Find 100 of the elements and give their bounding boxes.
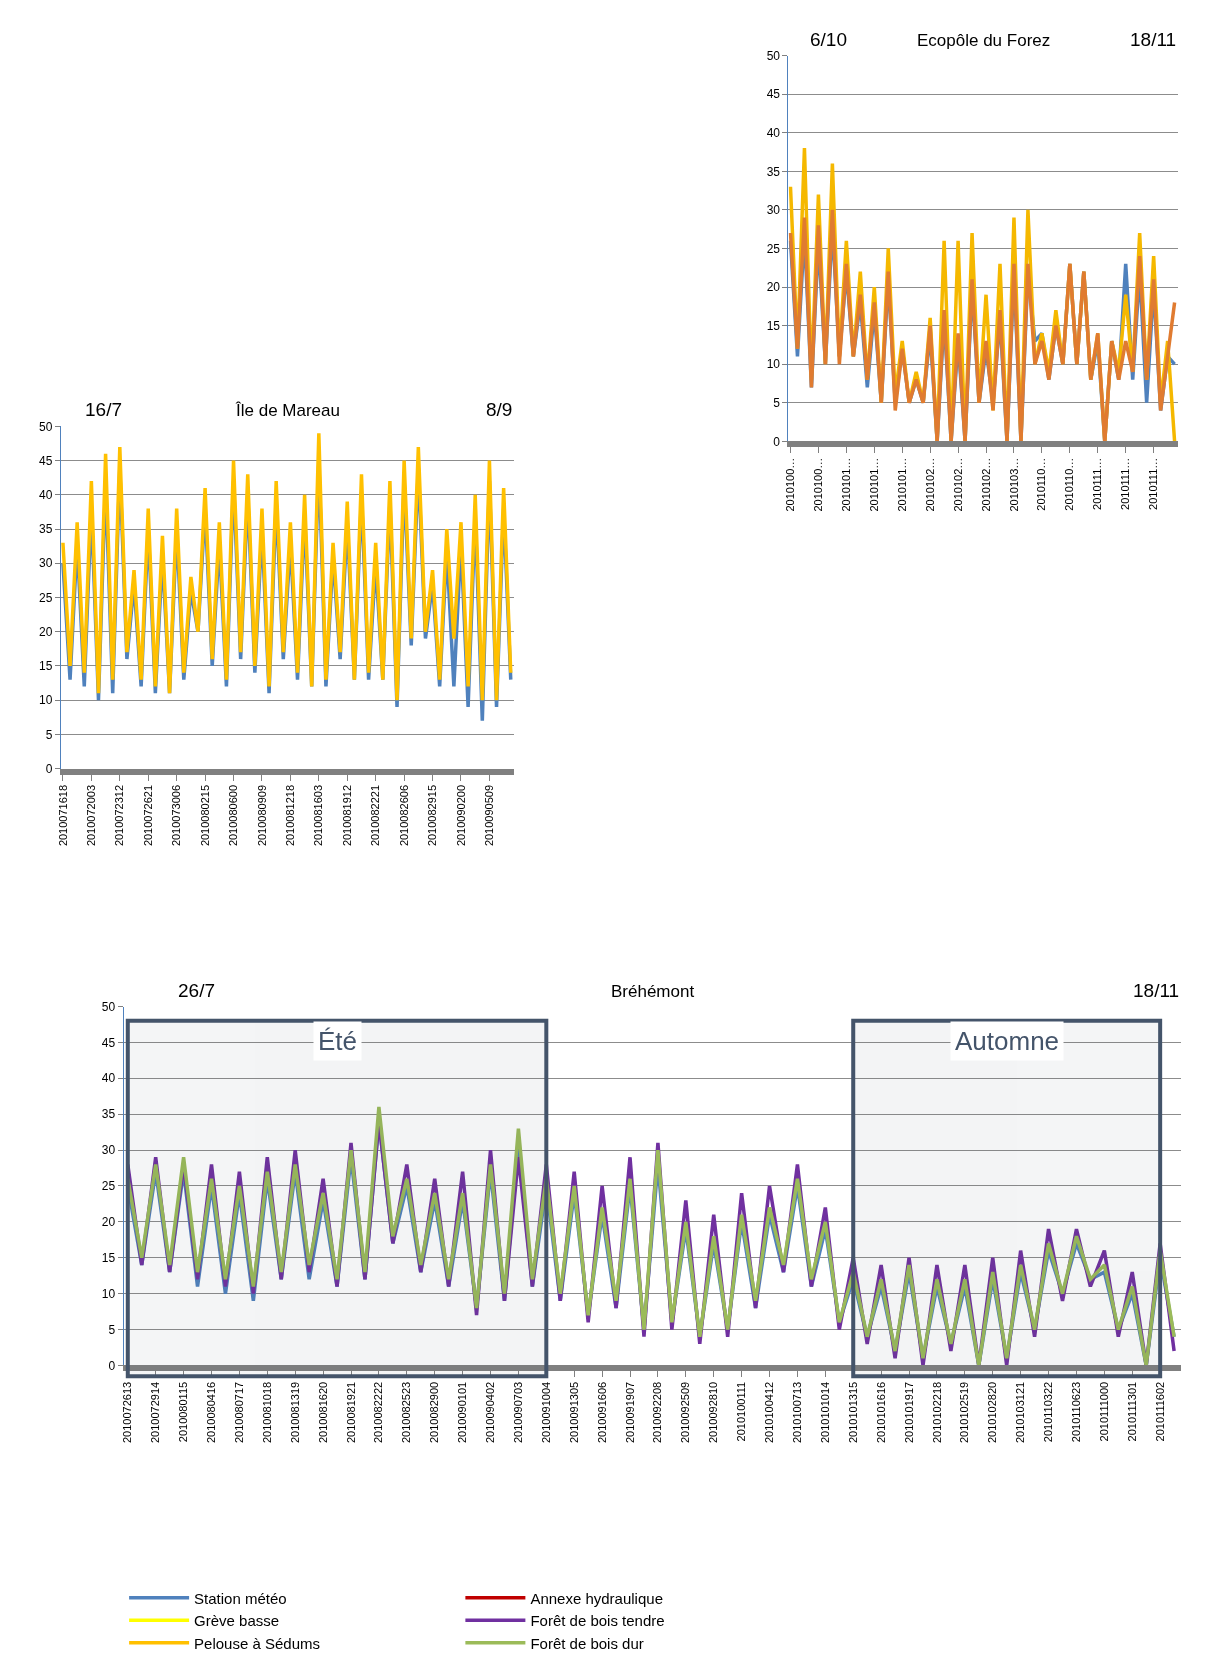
- y-tick-label: 45: [39, 453, 53, 468]
- text: 6/10: [810, 29, 847, 50]
- x-tick-label: 2010090509: [483, 784, 495, 847]
- y-tick-label: 35: [39, 522, 53, 537]
- y-tick-label: 5: [108, 1322, 116, 1337]
- y-tick-label: 0: [45, 761, 53, 776]
- x-tick-label: 2010102820: [986, 1381, 999, 1444]
- chart-title: Ecopôle du Forez: [917, 31, 1051, 50]
- x-tick-label: 2010081921: [344, 1381, 357, 1444]
- x-tick-label: 2010071618: [56, 784, 69, 847]
- y-tick-label: 5: [45, 727, 53, 742]
- x-tick-label: 2010081912: [340, 784, 353, 847]
- legend-label: Pelouse à Sédums: [194, 1634, 321, 1652]
- x-tick-label: 2010101…: [839, 457, 852, 512]
- x-tick-label: 2010081620: [316, 1381, 329, 1444]
- chart-title: Bréhémont: [611, 982, 695, 1001]
- x-tick-label: 2010111…: [1147, 457, 1160, 510]
- y-tick-label: 25: [39, 590, 53, 605]
- x-tick-label: 2010092509: [679, 1381, 692, 1444]
- y-tick-label: 30: [101, 1143, 116, 1158]
- x-tick-label: 2010101014: [818, 1381, 831, 1444]
- chart-title: Île de Mareau: [235, 401, 340, 420]
- x-tick-label: 2010092810: [707, 1381, 720, 1444]
- band-label: Été: [318, 1026, 358, 1056]
- x-tick-label: 2010110322: [1042, 1381, 1055, 1443]
- y-tick-label: 45: [766, 87, 781, 102]
- y-tick-label: 50: [766, 48, 781, 63]
- x-tick-label: 2010072003: [84, 784, 97, 847]
- x-tick-label: 2010090101: [456, 1381, 469, 1444]
- y-tick-label: 20: [39, 624, 53, 639]
- x-tick-label: 2010080215: [198, 784, 211, 847]
- legend-label: Annexe hydraulique: [530, 1589, 663, 1607]
- x-tick-label: 2010101315: [846, 1381, 859, 1444]
- x-tick-label: 2010111…: [1119, 457, 1132, 510]
- x-tick-label: 2010080600: [227, 784, 240, 847]
- y-tick-label: 15: [101, 1250, 116, 1265]
- band-label: Automne: [955, 1026, 1060, 1056]
- x-tick-label: 2010072613: [121, 1381, 134, 1444]
- y-tick-label: 15: [39, 659, 53, 674]
- y-tick-label: 30: [39, 556, 53, 571]
- y-tick-label: 50: [101, 999, 116, 1014]
- x-tick-label: 2010092208: [651, 1381, 664, 1444]
- x-tick-label: 2010082606: [397, 784, 410, 847]
- x-tick-label: 2010102…: [923, 457, 936, 512]
- y-tick-label: 10: [101, 1286, 116, 1301]
- y-tick-label: 0: [108, 1358, 116, 1373]
- x-tick-label: 2010082915: [426, 784, 439, 847]
- x-tick-label: 2010102218: [930, 1381, 943, 1444]
- x-tick-label: 2010082900: [428, 1381, 441, 1444]
- y-tick-label: 10: [766, 357, 781, 372]
- x-tick-label: 2010100…: [811, 457, 824, 512]
- x-tick-label: 2010072621: [141, 784, 154, 847]
- legend-label: Forêt de bois dur: [530, 1634, 644, 1652]
- x-tick-label: 2010091004: [539, 1381, 552, 1444]
- x-tick-label: 2010100…: [784, 457, 797, 512]
- x-tick-label: 2010091606: [595, 1381, 608, 1444]
- y-tick-label: 5: [773, 395, 781, 410]
- x-tick-label: 2010102…: [951, 457, 964, 512]
- x-tick-label: 2010103121: [1014, 1381, 1027, 1444]
- legend-label: Grève basse: [194, 1612, 280, 1630]
- x-tick-label: 2010103…: [1007, 457, 1020, 512]
- x-tick-label: 2010100111: [735, 1381, 748, 1442]
- x-tick-label: 2010111301: [1125, 1381, 1138, 1442]
- y-tick-label: 40: [766, 125, 781, 140]
- x-tick-label: 2010082222: [372, 1381, 385, 1444]
- text: 18/11: [1130, 29, 1177, 50]
- x-tick-label: 2010101…: [867, 457, 880, 512]
- legend-label: Station météo: [194, 1589, 287, 1607]
- text: 18/11: [1133, 980, 1180, 1001]
- x-tick-label: 2010072914: [149, 1381, 162, 1444]
- x-tick-label: 2010091907: [623, 1381, 636, 1444]
- x-tick-label: 2010081018: [260, 1381, 273, 1444]
- x-tick-label: 2010102…: [979, 457, 992, 512]
- x-tick-label: 2010080115: [177, 1381, 190, 1443]
- y-tick-label: 30: [766, 203, 781, 218]
- x-tick-label: 2010090402: [484, 1381, 497, 1444]
- y-tick-label: 50: [39, 419, 53, 434]
- x-tick-label: 2010101616: [874, 1381, 887, 1444]
- x-tick-label: 2010101917: [902, 1381, 915, 1444]
- x-tick-label: 2010081603: [312, 784, 325, 847]
- x-tick-label: 2010111602: [1153, 1381, 1166, 1442]
- x-tick-label: 2010073006: [170, 784, 183, 847]
- y-tick-label: 15: [766, 318, 781, 333]
- x-tick-label: 2010110…: [1063, 457, 1076, 511]
- x-tick-label: 2010111000: [1097, 1381, 1110, 1442]
- x-tick-label: 2010102519: [958, 1381, 971, 1444]
- x-tick-label: 2010110623: [1070, 1381, 1083, 1443]
- y-tick-label: 10: [39, 693, 53, 708]
- line-series: [61, 431, 513, 702]
- x-tick-label: 2010090703: [511, 1381, 524, 1444]
- y-tick-label: 45: [101, 1035, 116, 1050]
- y-tick-label: 35: [101, 1107, 116, 1122]
- y-tick-label: 40: [101, 1071, 116, 1086]
- x-tick-label: 2010082221: [369, 784, 382, 847]
- y-tick-label: 0: [773, 434, 781, 449]
- x-tick-label: 2010091305: [567, 1381, 580, 1444]
- text: 26/7: [178, 980, 215, 1001]
- x-tick-label: 2010080416: [205, 1381, 218, 1444]
- x-tick-label: 2010100412: [763, 1381, 776, 1444]
- y-tick-label: 25: [101, 1179, 116, 1194]
